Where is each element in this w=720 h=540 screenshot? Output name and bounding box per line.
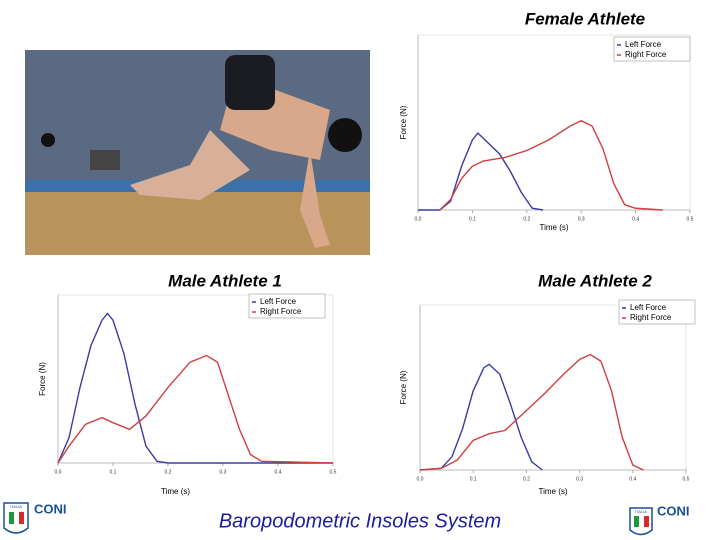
chart-title: Male Athlete 2 xyxy=(538,271,652,290)
x-tick-label: 0.1 xyxy=(470,476,477,482)
chart: 0.0 0.1 0.2 0.3 0.4 0.5 Female Athlete Time (s)… xyxy=(399,9,694,232)
data-line xyxy=(419,363,543,471)
x-tick-label: 0.5 xyxy=(683,476,690,482)
x-axis-label: Time (s) xyxy=(538,487,567,496)
data-line xyxy=(419,353,644,471)
x-tick-label: 0.4 xyxy=(632,216,639,222)
y-axis-label: Force (N) xyxy=(38,362,47,396)
legend-box xyxy=(613,36,691,62)
logo-flag: ITALIA xyxy=(10,504,22,509)
x-tick-label: 0.2 xyxy=(523,476,530,482)
logo-left: ITALIA CONI xyxy=(3,501,67,534)
x-tick-label: 0.0 xyxy=(55,469,62,475)
legend-label: Right Force xyxy=(630,313,672,322)
chart-title: Female Athlete xyxy=(525,9,645,28)
logo-name: CONI xyxy=(34,501,67,516)
x-tick-label: 0.0 xyxy=(417,476,424,482)
chart-title: Male Athlete 1 xyxy=(168,271,282,290)
logo-name: CONI xyxy=(657,503,690,518)
x-axis-label: Time (s) xyxy=(161,487,190,496)
data-line xyxy=(57,312,333,464)
logo-right: ITALIA CONI xyxy=(629,503,690,536)
footer: ITALIA CONI ITALIA CONI Baropodometric I… xyxy=(3,501,690,536)
legend-label: Left Force xyxy=(260,297,297,306)
x-tick-label: 0.4 xyxy=(275,469,282,475)
plot-area xyxy=(57,294,334,464)
x-tick-label: 0.4 xyxy=(629,476,636,482)
data-line xyxy=(439,119,663,211)
chart: 0.0 0.1 0.2 0.3 0.4 0.5 Male Athlete 1 Time (s)… xyxy=(38,271,337,496)
x-tick-label: 0.2 xyxy=(165,469,172,475)
legend-box xyxy=(248,293,326,319)
legend-label: Right Force xyxy=(260,307,302,316)
chart: 0.0 0.1 0.2 0.3 0.4 0.5 Male Athlete 2 Time (s)… xyxy=(399,271,696,496)
legend-label: Left Force xyxy=(625,40,662,49)
x-tick-label: 0.2 xyxy=(523,216,530,222)
x-tick-label: 0.3 xyxy=(578,216,585,222)
photo xyxy=(25,50,370,255)
legend-box xyxy=(618,299,696,325)
y-axis-label: Force (N) xyxy=(399,105,408,139)
x-tick-label: 0.3 xyxy=(576,476,583,482)
x-axis-label: Time (s) xyxy=(539,223,568,232)
plot-area xyxy=(419,304,687,471)
plot-area xyxy=(417,34,691,211)
x-tick-label: 0.3 xyxy=(220,469,227,475)
data-line xyxy=(57,354,334,464)
x-tick-label: 0.1 xyxy=(469,216,476,222)
x-tick-label: 0.5 xyxy=(330,469,337,475)
x-tick-label: 0.5 xyxy=(687,216,694,222)
footer-title: Baropodometric Insoles System xyxy=(219,510,501,532)
x-tick-label: 0.1 xyxy=(110,469,117,475)
y-axis-label: Force (N) xyxy=(399,370,408,404)
x-tick-label: 0.0 xyxy=(415,216,422,222)
logo-flag: ITALIA xyxy=(635,509,647,514)
data-line xyxy=(418,131,544,211)
legend-label: Right Force xyxy=(625,50,667,59)
legend-label: Left Force xyxy=(630,303,667,312)
